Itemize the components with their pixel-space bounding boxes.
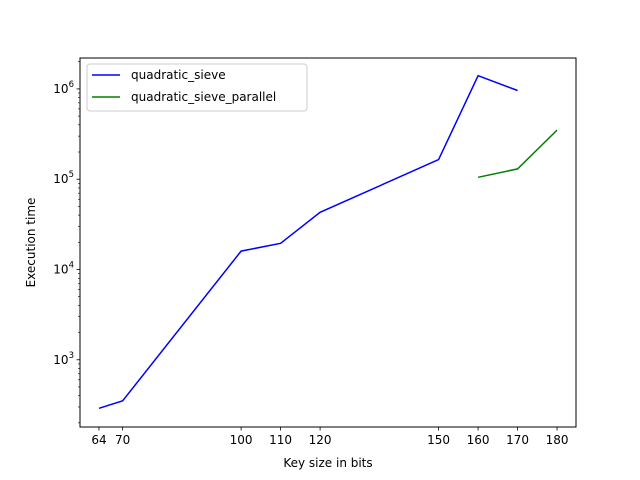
x-tick-label: 160 [467, 433, 490, 447]
x-tick-label: 64 [91, 433, 106, 447]
y-tick-label: 103 [53, 351, 74, 367]
legend-label-1: quadratic_sieve_parallel [131, 90, 276, 104]
y-axis-label: Execution time [24, 198, 38, 288]
plot-frame [79, 57, 577, 428]
legend-box [86, 63, 308, 112]
y-tick-label: 106 [53, 80, 74, 96]
y-axis: 103 104 105 106 [53, 61, 80, 424]
y-tick-label: 105 [53, 170, 74, 186]
x-axis-label: Key size in bits [283, 456, 372, 470]
series-line-1 [477, 129, 558, 179]
legend-label-0: quadratic_sieve [131, 68, 226, 82]
x-axis: 64 70 100 110 120 150 160 170 180 [91, 427, 568, 447]
legend: quadratic_sieve quadratic_sieve_parallel [86, 63, 308, 112]
x-tick-label: 110 [269, 433, 292, 447]
y-tick-label: 104 [53, 260, 74, 276]
x-tick-label: 170 [506, 433, 529, 447]
x-tick-label: 180 [546, 433, 569, 447]
x-tick-label: 70 [115, 433, 130, 447]
x-tick-label: 120 [309, 433, 332, 447]
series-line-0 [98, 74, 518, 410]
x-tick-label: 150 [427, 433, 450, 447]
plot-marks [98, 74, 558, 410]
x-tick-label: 100 [230, 433, 253, 447]
